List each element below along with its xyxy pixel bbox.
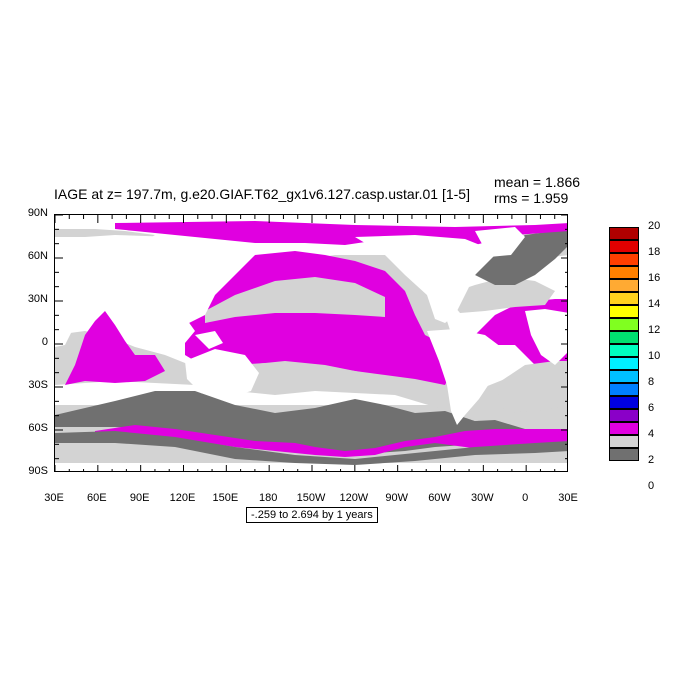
longitude-label: 90W xyxy=(385,492,408,504)
colorbar-swatch xyxy=(609,448,639,461)
longitude-label: 120E xyxy=(169,492,196,504)
map-frame xyxy=(54,214,568,472)
colorbar-swatch xyxy=(609,318,639,331)
longitude-label: 30E xyxy=(44,492,64,504)
longitude-label: 0 xyxy=(522,492,529,504)
latitude-label: 90S xyxy=(28,465,48,477)
longitude-label: 30W xyxy=(471,492,494,504)
colorbar-swatch xyxy=(609,383,639,396)
colorbar-label: 0 xyxy=(648,480,655,492)
southern-magenta-band xyxy=(95,425,567,457)
colorbar-label: 20 xyxy=(648,220,661,232)
longitude-label: 60E xyxy=(87,492,107,504)
colorbar-swatch xyxy=(609,292,639,305)
latitude-label: 60S xyxy=(28,422,48,434)
maritime-continent-land xyxy=(165,315,223,349)
southern-dark-band-lower xyxy=(55,431,567,465)
colorbar-label: 16 xyxy=(648,272,661,284)
greenland-land xyxy=(475,227,525,257)
colorbar-swatch xyxy=(609,227,639,240)
colorbar-label: 18 xyxy=(648,246,661,258)
latitude-label: 60N xyxy=(27,250,48,262)
colorbar-swatch xyxy=(609,396,639,409)
india-land xyxy=(115,299,145,333)
latitude-label: 0 xyxy=(41,336,48,348)
colorbar-swatch xyxy=(609,344,639,357)
longitude-label: 120W xyxy=(339,492,369,504)
colorbar-label: 14 xyxy=(648,298,661,310)
eurasia-land xyxy=(55,235,255,325)
colorbar-label: 10 xyxy=(648,350,661,362)
colorbar-label: 6 xyxy=(648,402,655,414)
australia-land xyxy=(185,349,259,399)
colorbar-swatch xyxy=(609,240,639,253)
north-america-land xyxy=(355,235,495,323)
indian-magenta xyxy=(65,311,165,385)
ocean-age-map xyxy=(55,215,567,471)
colorbar-swatch xyxy=(609,253,639,266)
colorbar-swatch xyxy=(609,279,639,292)
contour-range-note: -.259 to 2.694 by 1 years xyxy=(246,507,378,523)
atlantic-gray-north xyxy=(445,277,555,313)
colorbar-swatch xyxy=(609,435,639,448)
colorbar-swatch xyxy=(609,422,639,435)
longitude-label: 180 xyxy=(258,492,278,504)
pacific-magenta xyxy=(185,251,455,385)
colorbar-label: 8 xyxy=(648,376,655,388)
rms-value: rms = 1.959 xyxy=(494,190,569,206)
colorbar-swatch xyxy=(609,357,639,370)
pacific-gray-gyre-north xyxy=(205,277,385,323)
colorbar-swatch xyxy=(609,370,639,383)
plot-title: IAGE at z= 197.7m, g.e20.GIAF.T62_gx1v6.… xyxy=(54,186,470,202)
latitude-label: 90N xyxy=(27,207,48,219)
pacific-gray-gyre-south xyxy=(245,361,395,391)
longitude-label: 90E xyxy=(129,492,150,504)
mean-value: mean = 1.866 xyxy=(494,174,581,190)
colorbar-label: 2 xyxy=(648,454,655,466)
colorbar-swatch xyxy=(609,409,639,422)
graticule-ticks xyxy=(55,215,567,471)
colorbar-label: 12 xyxy=(648,324,661,336)
south-america-land xyxy=(427,329,501,425)
longitude-label: 150E xyxy=(212,492,239,504)
colorbar-swatch xyxy=(609,266,639,279)
arctic-dark xyxy=(475,231,567,285)
atlantic-gray-south xyxy=(495,361,567,413)
longitude-label: 60W xyxy=(428,492,451,504)
longitude-label: 30E xyxy=(558,492,578,504)
latitude-label: 30S xyxy=(28,379,48,391)
colorbar-label: 4 xyxy=(648,428,655,440)
colorbar-swatch xyxy=(609,305,639,318)
colorbar-swatch xyxy=(609,331,639,344)
latitude-label: 30N xyxy=(27,293,48,305)
longitude-label: 150W xyxy=(296,492,326,504)
